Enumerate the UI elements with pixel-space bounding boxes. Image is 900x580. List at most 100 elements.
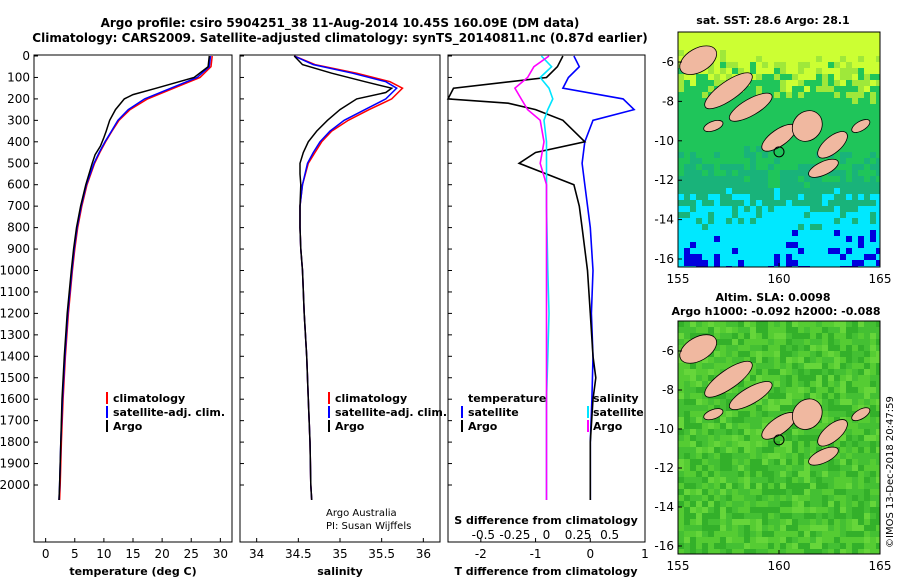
map-pixel: [846, 122, 852, 128]
map-pixel: [864, 321, 870, 327]
map-pixel: [804, 80, 810, 86]
map-pixel: [858, 170, 864, 176]
map-pixel: [768, 477, 774, 483]
map-pixel: [840, 495, 846, 501]
difference-x-ticks: -2 -1 0 1: [475, 538, 649, 561]
temperature-axis-label: temperature (deg C): [69, 565, 196, 578]
map-pixel: [822, 248, 828, 254]
map-pixel: [762, 357, 768, 363]
map-pixel: [744, 92, 750, 98]
map-pixel: [852, 465, 858, 471]
map-pixel: [678, 549, 684, 554]
map-pixel: [702, 242, 708, 248]
map-pixel: [846, 519, 852, 525]
map-pixel: [828, 417, 834, 423]
map-pixel: [708, 80, 714, 86]
map-pixel: [876, 164, 880, 170]
map-pixel: [696, 453, 702, 459]
map-pixel: [768, 158, 774, 164]
map-pixel: [708, 327, 714, 333]
lat-tick-label: -14: [654, 213, 674, 227]
map-pixel: [804, 164, 810, 170]
map-pixel: [744, 230, 750, 236]
map-pixel: [852, 134, 858, 140]
map-pixel: [840, 182, 846, 188]
map-pixel: [678, 146, 684, 152]
map-pixel: [786, 176, 792, 182]
map-pixel: [678, 206, 684, 212]
map-pixel: [822, 56, 828, 62]
map-pixel: [864, 44, 870, 50]
map-pixel: [756, 537, 762, 543]
map-pixel: [780, 68, 786, 74]
map-pixel: [846, 543, 852, 549]
map-pixel: [738, 92, 744, 98]
map-pixel: [798, 393, 804, 399]
map-pixel: [726, 537, 732, 543]
map-pixel: [840, 465, 846, 471]
map-pixel: [840, 549, 846, 554]
map-pixel: [786, 429, 792, 435]
map-pixel: [864, 327, 870, 333]
map-pixel: [738, 254, 744, 260]
map-pixel: [768, 182, 774, 188]
map-pixel: [840, 525, 846, 531]
map-pixel: [750, 513, 756, 519]
map-pixel: [732, 206, 738, 212]
map-pixel: [864, 74, 870, 80]
map-pixel: [846, 62, 852, 68]
map-pixel: [822, 339, 828, 345]
map-pixel: [762, 339, 768, 345]
map-pixel: [690, 182, 696, 188]
map-pixel: [828, 56, 834, 62]
map-pixel: [792, 483, 798, 489]
map-pixel: [798, 351, 804, 357]
map-pixel: [792, 152, 798, 158]
map-pixel: [678, 531, 684, 537]
map-pixel: [840, 321, 846, 327]
map-pixel: [834, 471, 840, 477]
map-pixel: [720, 465, 726, 471]
map-pixel: [852, 525, 858, 531]
map-pixel: [678, 182, 684, 188]
map-pixel: [810, 38, 816, 44]
map-pixel: [684, 435, 690, 441]
map-pixel: [810, 248, 816, 254]
map-pixel: [768, 339, 774, 345]
map-pixel: [876, 194, 880, 200]
map-pixel: [696, 531, 702, 537]
map-pixel: [870, 495, 876, 501]
map-pixel: [696, 459, 702, 465]
map-pixel: [684, 477, 690, 483]
map-pixel: [840, 80, 846, 86]
map-pixel: [780, 50, 786, 56]
map-pixel: [774, 224, 780, 230]
map-pixel: [786, 513, 792, 519]
map-pixel: [792, 104, 798, 110]
map-pixel: [702, 495, 708, 501]
map-pixel: [804, 483, 810, 489]
map-pixel: [702, 537, 708, 543]
map-pixel: [804, 224, 810, 230]
map-pixel: [720, 477, 726, 483]
map-pixel: [690, 387, 696, 393]
map-pixel: [846, 86, 852, 92]
map-pixel: [708, 182, 714, 188]
map-pixel: [864, 507, 870, 513]
map-pixel: [816, 80, 822, 86]
map-pixel: [810, 495, 816, 501]
lon-tick-label: 165: [869, 559, 892, 573]
map-pixel: [864, 393, 870, 399]
map-pixel: [762, 56, 768, 62]
map-pixel: [864, 188, 870, 194]
map-pixel: [678, 519, 684, 525]
map-pixel: [744, 116, 750, 122]
map-pixel: [714, 531, 720, 537]
map-pixel: [780, 170, 786, 176]
map-pixel: [726, 339, 732, 345]
map-pixel: [762, 182, 768, 188]
map-pixel: [702, 152, 708, 158]
map-pixel: [780, 483, 786, 489]
map-pixel: [714, 230, 720, 236]
map-pixel: [840, 459, 846, 465]
